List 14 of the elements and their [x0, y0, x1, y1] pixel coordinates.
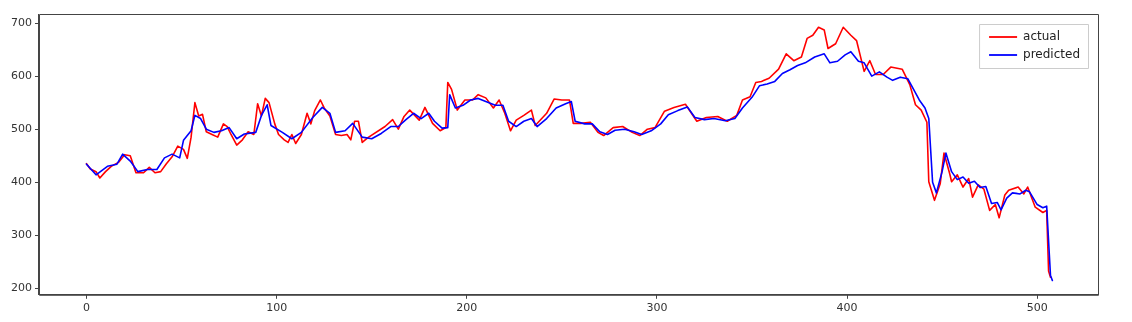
y-tick-label: 300 [11, 228, 32, 242]
x-tick-label: 100 [266, 301, 288, 315]
y-tick-label: 200 [11, 281, 32, 295]
y-tick-label: 500 [11, 122, 32, 136]
x-tick-label: 400 [836, 301, 858, 315]
y-tick-label: 600 [11, 68, 32, 82]
x-tick-label: 300 [646, 301, 668, 315]
y-tick-label: 400 [11, 175, 32, 189]
legend-label: actual [1023, 29, 1061, 44]
x-tick-label: 0 [83, 301, 91, 315]
y-tick-label: 700 [11, 15, 32, 29]
x-tick-label: 500 [1026, 301, 1048, 315]
x-tick-label: 200 [456, 301, 478, 315]
legend-label: predicted [1023, 47, 1081, 62]
